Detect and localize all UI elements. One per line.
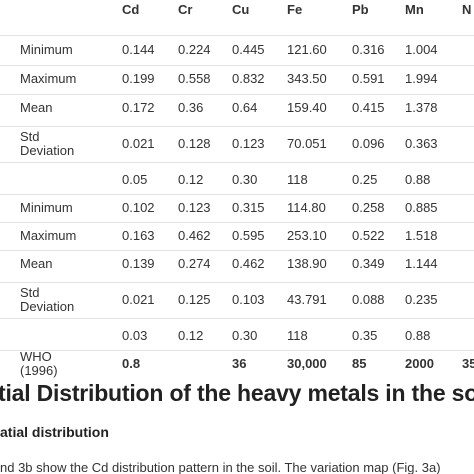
row-separator bbox=[0, 126, 474, 127]
table-cell: 0.558 bbox=[178, 71, 211, 86]
subsection-heading: atial distribution bbox=[0, 424, 109, 440]
row-label: Std Deviation bbox=[20, 285, 75, 314]
table-cell: 0.103 bbox=[232, 292, 265, 307]
table-cell: 0.258 bbox=[352, 200, 385, 215]
section-heading: tial Distribution of the heavy metals in… bbox=[0, 380, 474, 406]
column-header: Fe bbox=[287, 2, 303, 17]
table-cell: 0.363 bbox=[405, 136, 438, 151]
table-cell: 0.88 bbox=[405, 172, 431, 187]
table-cell: 0.445 bbox=[232, 42, 265, 57]
table-cell: 159.40 bbox=[287, 100, 327, 115]
table-cell: 1.004 bbox=[405, 42, 438, 57]
table-cell: 43.791 bbox=[287, 292, 327, 307]
row-separator bbox=[0, 93, 474, 95]
column-header: Cr bbox=[178, 2, 193, 17]
row-separator bbox=[0, 64, 474, 66]
table-cell: 1.144 bbox=[405, 256, 438, 271]
column-header: Pb bbox=[352, 2, 369, 17]
table-cell: 2000 bbox=[405, 356, 434, 371]
table-cell: 118 bbox=[287, 328, 308, 343]
table-cell: 0.235 bbox=[405, 292, 438, 307]
row-label: Std Deviation bbox=[20, 129, 75, 158]
table-cell: 0.8 bbox=[122, 356, 141, 371]
table-cell: 0.315 bbox=[232, 200, 265, 215]
table-cell: 253.10 bbox=[287, 228, 327, 243]
table-cell: 0.199 bbox=[122, 71, 155, 86]
row-separator bbox=[0, 35, 474, 36]
table-cell: 0.36 bbox=[178, 100, 204, 115]
table-cell: 0.102 bbox=[122, 200, 155, 215]
table-cell: 0.30 bbox=[232, 172, 258, 187]
table-cell: 0.35 bbox=[352, 328, 378, 343]
table-cell: 0.123 bbox=[232, 136, 265, 151]
table-cell: 343.50 bbox=[287, 71, 327, 86]
column-header: Cu bbox=[232, 2, 250, 17]
row-separator bbox=[0, 162, 474, 163]
table-cell: 0.12 bbox=[178, 172, 204, 187]
table-cell: 30,000 bbox=[287, 356, 327, 371]
table-cell: 1.994 bbox=[405, 71, 438, 86]
column-header: Cd bbox=[122, 2, 140, 17]
table-cell: 0.139 bbox=[122, 256, 155, 271]
table-cell: 0.03 bbox=[122, 328, 148, 343]
row-label: Minimum bbox=[20, 42, 73, 57]
table-cell: 0.462 bbox=[232, 256, 265, 271]
row-separator bbox=[0, 194, 474, 195]
table-cell: 0.885 bbox=[405, 200, 438, 215]
table-cell: 0.123 bbox=[178, 200, 211, 215]
row-separator bbox=[0, 222, 474, 223]
paragraph: nd 3b show the Cd distribution pattern i… bbox=[0, 460, 441, 474]
table-cell: 114.80 bbox=[287, 200, 326, 215]
table-cell: 35 bbox=[462, 356, 474, 371]
table-cell: 36 bbox=[232, 356, 247, 371]
row-separator bbox=[0, 250, 474, 251]
row-label: Mean bbox=[20, 100, 53, 115]
table-cell: 0.274 bbox=[178, 256, 211, 271]
row-label: Mean bbox=[20, 256, 53, 271]
table-cell: 0.12 bbox=[178, 328, 204, 343]
table-cell: 0.30 bbox=[232, 328, 258, 343]
table-cell: 0.595 bbox=[232, 228, 265, 243]
table-cell: 0.25 bbox=[352, 172, 378, 187]
table-cell: 0.144 bbox=[122, 42, 155, 57]
table-cell: 0.021 bbox=[122, 292, 155, 307]
row-label: Maximum bbox=[20, 228, 77, 243]
table-cell: 0.128 bbox=[178, 136, 211, 151]
table-cell: 0.172 bbox=[122, 100, 155, 115]
table-cell: 0.349 bbox=[352, 256, 385, 271]
table-cell: 0.64 bbox=[232, 100, 258, 115]
table-cell: 0.88 bbox=[405, 328, 431, 343]
row-label: WHO (1996) bbox=[20, 349, 58, 378]
table-cell: 70.051 bbox=[287, 136, 327, 151]
row-label: Minimum bbox=[20, 200, 73, 215]
table-cell: 0.316 bbox=[352, 42, 385, 57]
row-separator bbox=[0, 282, 474, 283]
table-cell: 0.224 bbox=[178, 42, 211, 57]
row-separator bbox=[0, 318, 474, 319]
row-label: Maximum bbox=[20, 71, 77, 86]
table-cell: 0.021 bbox=[122, 136, 155, 151]
table-cell: 0.163 bbox=[122, 228, 155, 243]
table-cell: 0.462 bbox=[178, 228, 211, 243]
row-separator bbox=[0, 350, 474, 351]
column-header: N bbox=[462, 2, 472, 17]
table-cell: 0.05 bbox=[122, 172, 148, 187]
table-cell: 0.522 bbox=[352, 228, 385, 243]
table-cell: 0.088 bbox=[352, 292, 385, 307]
table-cell: 0.591 bbox=[352, 71, 385, 86]
table-cell: 0.125 bbox=[178, 292, 211, 307]
table-cell: 0.415 bbox=[352, 100, 385, 115]
table-cell: 0.096 bbox=[352, 136, 385, 151]
table-cell: 121.60 bbox=[287, 42, 327, 57]
column-header: Mn bbox=[405, 2, 424, 17]
table-cell: 1.518 bbox=[405, 228, 438, 243]
table-cell: 138.90 bbox=[287, 256, 327, 271]
table-cell: 1.378 bbox=[405, 100, 438, 115]
table-cell: 118 bbox=[287, 172, 308, 187]
table-cell: 85 bbox=[352, 356, 367, 371]
table-cell: 0.832 bbox=[232, 71, 265, 86]
